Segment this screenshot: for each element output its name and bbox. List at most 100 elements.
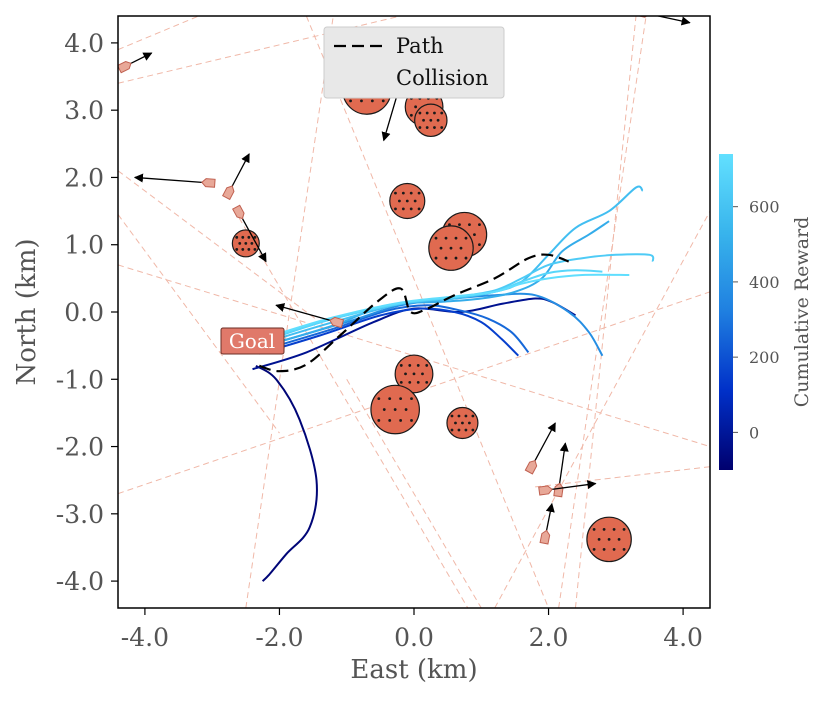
x-tick-label-0: -4.0 [121,623,169,652]
vessel-1 [221,185,235,201]
wake-line-3 [118,264,710,448]
obstacle-6-dot [244,241,248,245]
obstacle-6-dot [241,248,245,251]
obstacle-10-dot [622,547,626,551]
obstacle-10-dot [597,537,601,541]
obstacle-7-dot [399,380,403,384]
obstacle-6-dot [238,241,242,245]
obstacle-7-dot [408,380,412,384]
obstacle-0-dot [381,99,385,103]
trajectory-10 [265,273,630,339]
obstacle-4-dot [458,223,461,227]
obstacle-0-dot [370,99,374,103]
obstacle-3-dot [409,191,413,195]
y-tick-label-1: -3.0 [56,500,104,529]
x-axis-label: East (km) [350,655,477,685]
obstacle-2-dot [429,118,433,122]
obstacle-9-dot [450,428,454,432]
obstacle-4-dot [478,223,481,227]
vessel-7 [524,459,538,475]
obstacle-3-dot [394,191,397,195]
obstacle-6-dot [235,235,239,239]
obstacle-1-dot [409,113,413,117]
y-axis: -4.0 -3.0 -2.0 -1.0 0.0 1.0 2.0 3.0 4.0 [56,29,118,596]
obstacle-7-dot [399,364,403,367]
obstacle-7-dot [408,364,412,367]
obstacle-6-dot [235,248,239,251]
y-tick-label-6: 2.0 [64,163,104,192]
obstacle-10-dot [602,527,606,531]
wake-line-2 [118,214,280,434]
obstacle-5-dot [439,246,443,250]
obstacle-2-dot [418,111,422,115]
obstacle-8-dot [393,408,397,411]
obstacle-1-dot [414,105,418,109]
obstacle-2-dot [440,126,444,129]
colorbar-label: Cumulative Reward [791,217,813,408]
obstacle-10-dot [592,547,596,551]
obstacle-9-dot [457,428,461,432]
obstacle-7-dot [412,372,416,376]
obstacle-9-dot [471,428,475,432]
wake-line-13 [238,217,469,608]
vessel-8 [553,482,564,498]
obstacle-9-dot [461,421,464,425]
vessel-10 [539,529,551,545]
obstacle-0-dot [349,99,352,103]
vessel-0-arrow [133,173,209,184]
obstacle-5-dot [444,256,448,260]
vessel-7-arrow [531,422,556,468]
obstacle-5-dot [449,246,453,250]
vessel-3-arrow [275,303,337,323]
legend-collision-label: Collision [396,66,489,90]
wake-line-1 [118,16,199,51]
colorbar-ticks: 0 200 400 600 [733,198,780,442]
wake-line-5 [118,170,334,333]
obstacle-9-dot [471,414,475,418]
obstacle-3-dot [394,207,397,211]
obstacle-10-dot [592,527,596,531]
x-tick-label-1: -2.0 [255,623,303,652]
obstacle-6-dot [241,235,245,239]
path-layer [258,253,570,373]
goal-marker: Goal [220,327,285,355]
vessel-9-arrow [545,480,597,491]
obstacle-8-dot [388,397,392,401]
vessel-9 [538,485,553,496]
y-axis-label: North (km) [12,239,42,386]
obstacle-6-dot [247,235,251,239]
goal-label: Goal [229,329,275,353]
obstacle-8-dot [399,419,403,422]
vessel-3 [329,316,345,329]
obstacle-7-dot [416,380,420,384]
obstacle-5-dot [464,236,468,240]
obstacle-5-dot [459,246,463,250]
obstacle-9-dot [467,421,471,425]
obstacle-0-dot [360,99,363,103]
obstacle-4-dot [478,243,481,247]
obstacle-5-dot [454,256,458,260]
vessel-2-arrow [238,212,267,263]
vessel-8-arrow [557,442,569,491]
obstacle-10-dot [622,527,626,531]
obstacle-9-dot [464,414,468,418]
obstacle-7-dot [421,372,424,376]
obstacle-10-dot [607,537,611,541]
x-tick-label-3: 2.0 [529,623,569,652]
colorbar-gradient [719,154,733,470]
x-axis: -4.0 -2.0 0.0 2.0 4.0 [121,608,703,652]
obstacle-3-dot [409,207,413,211]
trajectory-6 [265,220,610,347]
obstacle-2-dot [436,118,440,122]
vessel-6-arrow [655,16,691,26]
colorbar-tick-label-3: 600 [749,198,780,217]
legend: Path Collision [323,26,505,99]
obstacle-6-dot [250,241,254,245]
obstacle-3-dot [405,199,409,203]
obstacle-2-dot [425,111,429,115]
y-tick-label-7: 3.0 [64,96,104,125]
obstacle-8-dot [388,419,392,422]
obstacle-2-dot [425,126,429,129]
obstacle-2-dot [418,126,422,129]
colorbar-tick-label-0: 0 [749,423,759,442]
